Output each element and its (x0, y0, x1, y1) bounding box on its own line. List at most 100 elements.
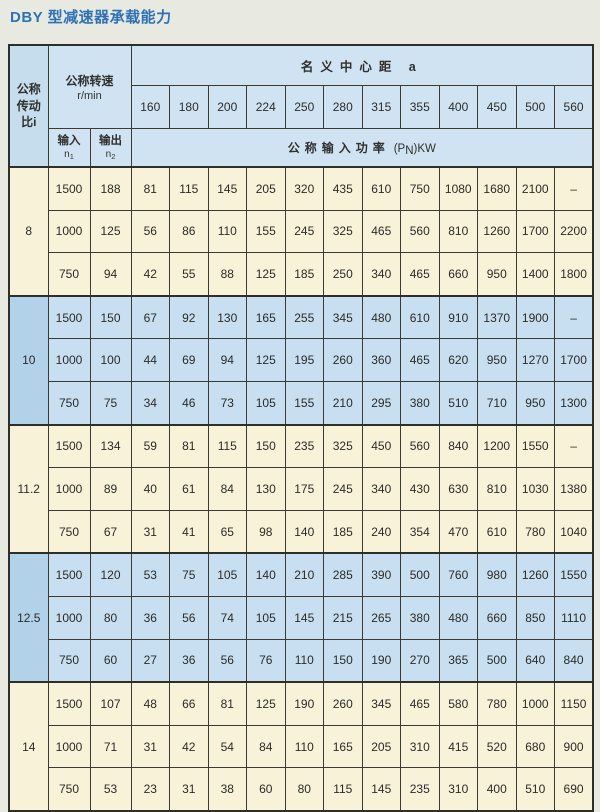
power-value-cell: 150 (246, 423, 286, 469)
power-value-cell: 320 (284, 165, 325, 211)
power-value-cell: 115 (207, 423, 248, 469)
power-value-cell: 42 (130, 252, 171, 297)
input-speed-cell: 1000 (47, 595, 91, 640)
power-value-cell: 295 (361, 380, 402, 426)
power-value-cell: 105 (246, 380, 286, 426)
power-value-cell: 76 (246, 638, 286, 683)
input-speed-cell: 750 (47, 252, 91, 297)
power-value-cell: 125 (246, 252, 286, 297)
input-speed-cell: 1000 (47, 338, 91, 382)
power-value-cell: 465 (361, 209, 402, 254)
power-value-cell: 630 (438, 467, 479, 511)
output-speed-cell: 67 (89, 509, 132, 554)
power-value-cell: 255 (284, 294, 325, 340)
power-value-cell: 760 (438, 552, 479, 597)
power-value-cell: 130 (246, 467, 286, 511)
input-symbol: n1 (64, 149, 74, 162)
power-value-cell: 210 (284, 552, 325, 597)
speed-unit: r/min (77, 90, 102, 102)
power-value-cell: 450 (361, 423, 402, 469)
power-value-cell: 710 (477, 380, 517, 426)
output-speed-cell: 188 (89, 165, 132, 211)
power-value-cell: 415 (438, 724, 479, 769)
power-value-cell: 155 (284, 380, 325, 426)
output-speed-cell: 100 (89, 338, 132, 382)
power-value-cell: 88 (207, 252, 248, 297)
table-row: 12.5 1500 120 53 75 105 140 210 285 390 500 760 980 1… (8, 552, 594, 683)
output-speed-header-cell: 输出 n2 (89, 128, 132, 168)
table-header: 公称 传动 比i 公称转速 r/min 名义中心距 a 160 180 200 … (8, 44, 594, 168)
input-speed-cell: 1500 (47, 165, 91, 211)
power-value-cell: 1700 (554, 338, 594, 382)
speed-label: 公称转速 (65, 74, 114, 88)
table-row: 750 53 23 31 38 60 80 115 145 235 310 400 510 690 (9, 767, 594, 812)
power-value-cell: 185 (284, 252, 325, 297)
power-value-cell: 1380 (554, 467, 594, 511)
power-value-cell: 430 (400, 467, 440, 511)
power-value-cell: 54 (207, 724, 248, 769)
power-value-cell: 150 (323, 638, 363, 683)
power-value-cell: 1110 (554, 595, 594, 640)
power-value-cell: 580 (438, 681, 479, 726)
table-row: 14 1500 107 48 66 81 125 190 260 345 465 580 780 1000… (8, 681, 594, 812)
power-value-cell: 245 (284, 209, 325, 254)
output-speed-cell: 71 (89, 724, 132, 769)
power-value-cell: 1900 (515, 294, 556, 340)
ratio-cell: 10 (8, 294, 49, 426)
power-value-cell: 190 (284, 681, 325, 726)
power-value-cell: 31 (130, 509, 171, 554)
power-value-cell: 380 (400, 380, 440, 426)
power-value-cell: 345 (361, 681, 402, 726)
power-value-cell: 325 (323, 209, 363, 254)
power-value-cell: 810 (438, 209, 479, 254)
power-value-cell: 165 (323, 724, 363, 769)
power-header-cell: 公称输入功率 (PN)KW (130, 128, 594, 168)
power-value-cell: 265 (361, 595, 402, 640)
power-value-cell: 125 (246, 681, 286, 726)
distance-cell: 315 (361, 85, 402, 129)
power-value-cell: 80 (284, 767, 325, 812)
power-value-cell: 130 (207, 294, 248, 340)
power-value-cell: 310 (438, 767, 479, 812)
power-value-cell: 840 (554, 638, 594, 683)
center-distance-label: 名义中心距 a (300, 59, 423, 74)
page-title: DBY 型减速器承载能力 (10, 9, 172, 26)
power-value-cell: 435 (323, 165, 363, 211)
table-row: 1000 89 40 61 84 130 175 245 340 430 630 810 1030 138… (9, 467, 594, 511)
power-value-cell: 680 (515, 724, 556, 769)
power-value-cell: 195 (284, 338, 325, 382)
power-value-cell: 1550 (515, 423, 556, 469)
power-value-cell: 1150 (554, 681, 594, 726)
table-row: 750 94 42 55 88 125 185 250 340 465 660 950 1400 1800 (9, 252, 594, 297)
power-value-cell: 1680 (477, 165, 517, 211)
power-value-cell: 660 (438, 252, 479, 297)
power-value-cell: 60 (246, 767, 286, 812)
power-value-cell: 84 (207, 467, 248, 511)
distance-cell: 355 (400, 85, 440, 129)
power-value-cell: 345 (323, 294, 363, 340)
input-speed-cell: 1000 (47, 467, 91, 511)
power-value-cell: 155 (246, 209, 286, 254)
power-value-cell: 42 (169, 724, 209, 769)
power-value-cell: 98 (246, 509, 286, 554)
power-value-cell: 56 (207, 638, 248, 683)
input-speed-cell: 1000 (47, 209, 91, 254)
power-value-cell: 235 (400, 767, 440, 812)
power-value-cell: 75 (169, 552, 209, 597)
power-value-cell: 610 (361, 165, 402, 211)
power-value-cell: 480 (361, 294, 402, 340)
output-speed-cell: 125 (89, 209, 132, 254)
output-speed-cell: 60 (89, 638, 132, 683)
power-value-cell: 205 (361, 724, 402, 769)
power-value-cell: 46 (169, 380, 209, 426)
power-value-cell: 165 (246, 294, 286, 340)
power-value-cell: 1080 (438, 165, 479, 211)
input-speed-cell: 1500 (47, 423, 91, 469)
table-row: 8 1500 188 81 115 145 205 320 435 610 750 1080 1680 2… (8, 165, 594, 297)
table-row: 10 1500 150 67 92 130 165 255 345 480 610 910 1370 19… (8, 294, 594, 426)
power-value-cell: 140 (284, 509, 325, 554)
power-value-cell: 84 (246, 724, 286, 769)
power-value-cell: 81 (207, 681, 248, 726)
power-value-cell: – (554, 294, 594, 340)
power-value-cell: 560 (400, 423, 440, 469)
